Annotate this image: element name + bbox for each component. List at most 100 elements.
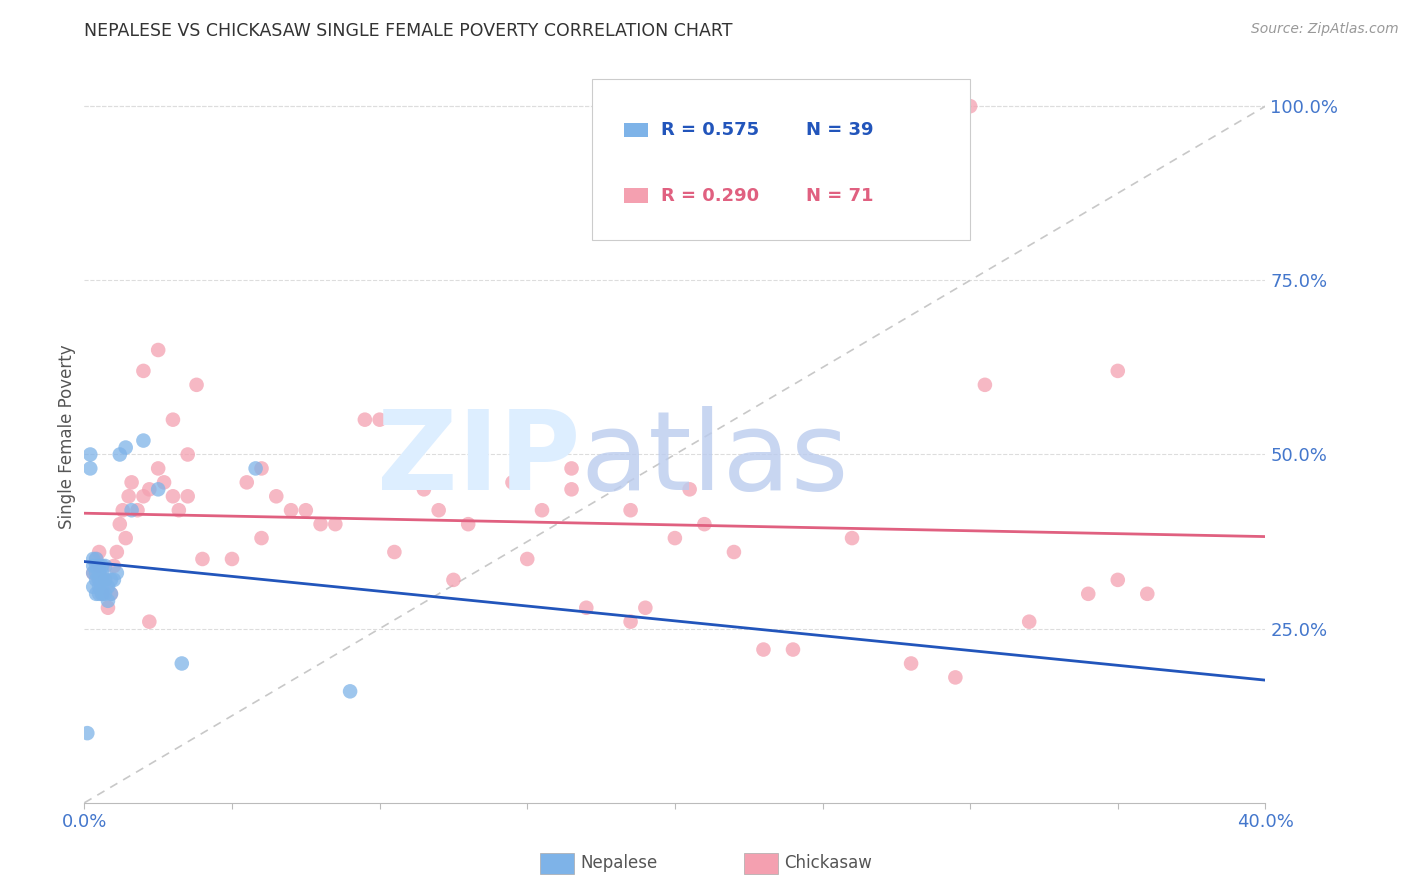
Point	[94, 573, 117, 587]
Point	[221, 552, 243, 566]
Point	[94, 587, 117, 601]
Point	[153, 475, 176, 490]
Text: NEPALESE VS CHICKASAW SINGLE FEMALE POVERTY CORRELATION CHART: NEPALESE VS CHICKASAW SINGLE FEMALE POVE…	[84, 22, 733, 40]
Point	[100, 573, 122, 587]
Point	[94, 573, 117, 587]
Point	[82, 566, 104, 580]
Point	[236, 475, 259, 490]
Y-axis label: Single Female Poverty: Single Female Poverty	[58, 345, 76, 529]
Point	[132, 364, 155, 378]
Point	[97, 580, 120, 594]
Point	[82, 580, 104, 594]
Point	[752, 642, 775, 657]
Point	[959, 99, 981, 113]
Point	[84, 552, 107, 566]
Point	[103, 573, 125, 587]
Point	[108, 448, 131, 462]
Point	[167, 503, 190, 517]
Point	[82, 566, 104, 580]
Point	[89, 566, 111, 580]
Point	[89, 587, 111, 601]
Point	[900, 657, 922, 671]
Point	[84, 566, 107, 580]
Point	[105, 566, 128, 580]
Point	[354, 412, 377, 426]
Point	[100, 587, 122, 601]
Point	[97, 600, 120, 615]
Point	[138, 615, 160, 629]
Point	[91, 587, 114, 601]
Point	[148, 343, 170, 357]
Point	[132, 434, 155, 448]
Point	[382, 545, 406, 559]
Point	[309, 517, 332, 532]
FancyBboxPatch shape	[624, 188, 648, 203]
Point	[170, 657, 193, 671]
Point	[177, 448, 200, 462]
Point	[127, 503, 149, 517]
Point	[84, 573, 107, 587]
Point	[575, 600, 598, 615]
Point	[91, 558, 114, 573]
Point	[973, 377, 995, 392]
FancyBboxPatch shape	[592, 78, 970, 240]
Point	[89, 558, 111, 573]
Point	[723, 545, 745, 559]
Point	[186, 377, 208, 392]
Point	[132, 489, 155, 503]
Point	[111, 503, 134, 517]
Point	[94, 558, 117, 573]
Point	[1018, 615, 1040, 629]
Point	[250, 531, 273, 545]
Point	[413, 483, 436, 497]
Point	[89, 558, 111, 573]
Point	[1107, 573, 1129, 587]
Point	[105, 545, 128, 559]
Point	[91, 566, 114, 580]
Point	[295, 503, 318, 517]
Point	[103, 558, 125, 573]
Point	[619, 615, 641, 629]
Point	[191, 552, 214, 566]
Point	[1107, 364, 1129, 378]
Point	[280, 503, 302, 517]
Point	[457, 517, 479, 532]
Text: N = 71: N = 71	[806, 186, 873, 204]
Point	[427, 503, 450, 517]
Point	[114, 531, 136, 545]
Point	[79, 448, 101, 462]
Point	[162, 412, 184, 426]
Point	[138, 483, 160, 497]
Text: Chickasaw: Chickasaw	[785, 855, 873, 872]
Text: N = 39: N = 39	[806, 121, 873, 139]
Point	[84, 552, 107, 566]
Point	[121, 503, 143, 517]
Point	[530, 503, 553, 517]
Point	[1136, 587, 1159, 601]
Point	[82, 558, 104, 573]
Point	[91, 580, 114, 594]
Point	[782, 642, 804, 657]
Point	[114, 441, 136, 455]
Point	[368, 412, 391, 426]
Point	[560, 483, 583, 497]
Point	[177, 489, 200, 503]
Point	[1077, 587, 1099, 601]
FancyBboxPatch shape	[624, 122, 648, 137]
Point	[323, 517, 347, 532]
Point	[89, 545, 111, 559]
Point	[245, 461, 267, 475]
Point	[664, 531, 686, 545]
Point	[501, 475, 523, 490]
Point	[162, 489, 184, 503]
Point	[339, 684, 361, 698]
Point	[945, 670, 967, 684]
Point	[89, 580, 111, 594]
Point	[108, 517, 131, 532]
Point	[148, 461, 170, 475]
Point	[841, 531, 863, 545]
Point	[634, 600, 657, 615]
Text: Source: ZipAtlas.com: Source: ZipAtlas.com	[1251, 22, 1399, 37]
Point	[619, 503, 641, 517]
Point	[82, 552, 104, 566]
